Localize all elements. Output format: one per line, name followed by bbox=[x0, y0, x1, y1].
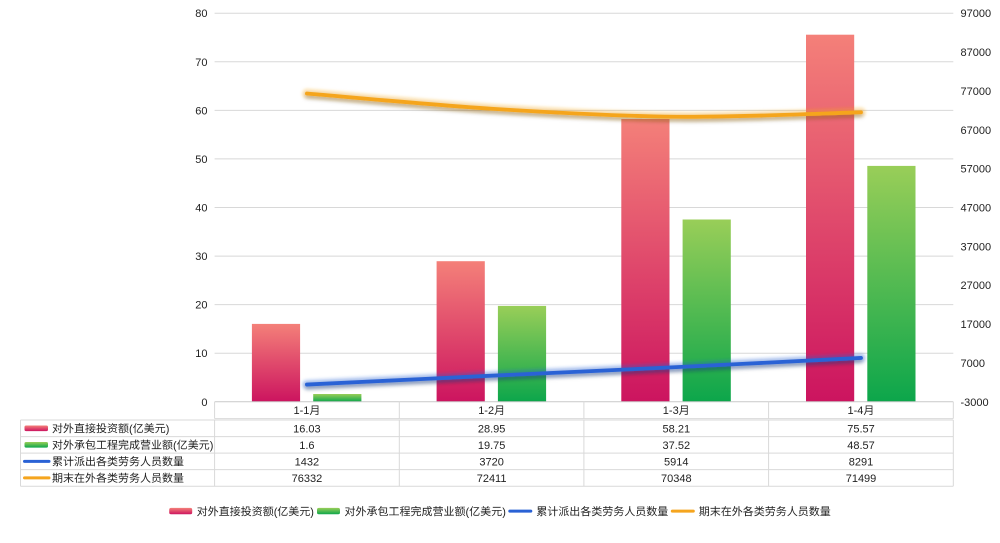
svg-text:70: 70 bbox=[195, 57, 207, 69]
svg-text:47000: 47000 bbox=[961, 203, 992, 215]
svg-text:1.6: 1.6 bbox=[299, 440, 314, 452]
svg-text:87000: 87000 bbox=[961, 47, 992, 59]
svg-text:1-1: 1-1 bbox=[294, 405, 310, 417]
svg-text:72411: 72411 bbox=[477, 473, 507, 485]
svg-text:76332: 76332 bbox=[292, 473, 323, 485]
svg-text:37.52: 37.52 bbox=[663, 440, 691, 452]
svg-text:1-4: 1-4 bbox=[848, 405, 864, 417]
svg-text:1-2: 1-2 bbox=[478, 405, 494, 417]
svg-text:): ) bbox=[502, 506, 506, 518]
svg-text:): ) bbox=[166, 423, 170, 435]
svg-text:71499: 71499 bbox=[846, 473, 877, 485]
svg-text:37000: 37000 bbox=[961, 241, 992, 253]
svg-text:67000: 67000 bbox=[961, 125, 992, 137]
svg-text:): ) bbox=[210, 440, 214, 452]
svg-text:16.03: 16.03 bbox=[293, 423, 321, 435]
svg-text:): ) bbox=[310, 506, 314, 518]
svg-text:(: ( bbox=[274, 506, 278, 518]
svg-text:8291: 8291 bbox=[849, 456, 873, 468]
svg-text:70348: 70348 bbox=[661, 473, 692, 485]
svg-text:1-3: 1-3 bbox=[663, 405, 679, 417]
svg-text:3720: 3720 bbox=[479, 456, 503, 468]
svg-text:0: 0 bbox=[201, 397, 207, 409]
svg-text:40: 40 bbox=[195, 203, 207, 215]
svg-text:97000: 97000 bbox=[961, 8, 992, 20]
svg-text:30: 30 bbox=[195, 251, 207, 263]
svg-text:17000: 17000 bbox=[961, 319, 992, 331]
svg-text:27000: 27000 bbox=[961, 280, 992, 292]
svg-text:75.57: 75.57 bbox=[847, 423, 875, 435]
svg-text:1432: 1432 bbox=[295, 456, 319, 468]
svg-text:77000: 77000 bbox=[961, 86, 992, 98]
svg-text:48.57: 48.57 bbox=[847, 440, 875, 452]
svg-text:(: ( bbox=[466, 506, 470, 518]
svg-text:7000: 7000 bbox=[961, 358, 985, 370]
svg-text:60: 60 bbox=[195, 105, 207, 117]
svg-text:(: ( bbox=[173, 440, 177, 452]
svg-text:80: 80 bbox=[195, 8, 207, 20]
svg-text:50: 50 bbox=[195, 154, 207, 166]
svg-text:5914: 5914 bbox=[664, 456, 688, 468]
svg-text:(: ( bbox=[129, 423, 133, 435]
svg-text:-3000: -3000 bbox=[961, 397, 989, 409]
svg-text:19.75: 19.75 bbox=[478, 440, 506, 452]
svg-text:10: 10 bbox=[195, 348, 207, 360]
svg-text:28.95: 28.95 bbox=[478, 423, 506, 435]
svg-text:57000: 57000 bbox=[961, 164, 992, 176]
svg-text:20: 20 bbox=[195, 300, 207, 312]
svg-text:58.21: 58.21 bbox=[663, 423, 691, 435]
